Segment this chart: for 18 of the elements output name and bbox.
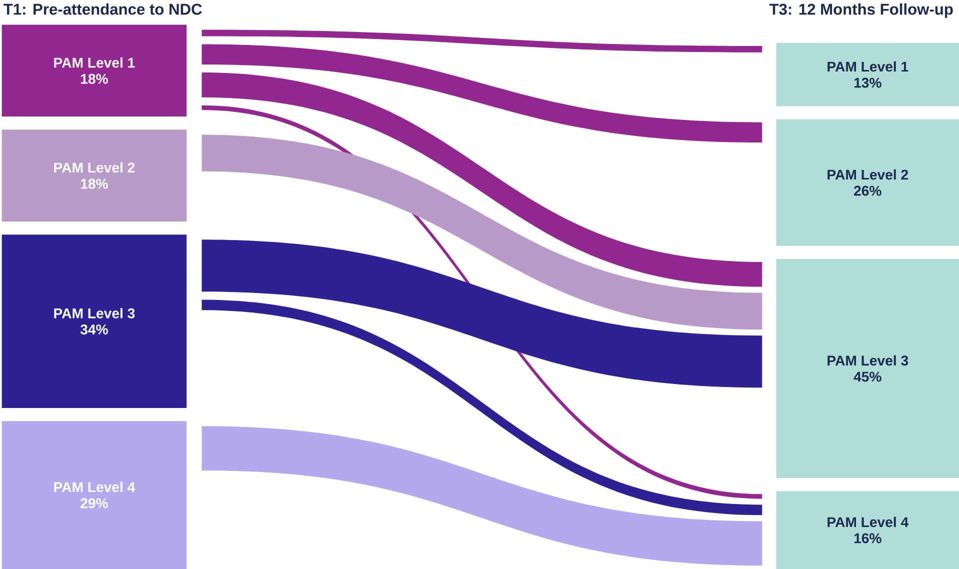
category-label: PAM Level 1 <box>828 61 908 72</box>
category-label: PAM Level 3 <box>828 355 908 366</box>
category-label: PAM Level 3 <box>54 308 135 318</box>
data-label: 13% <box>854 78 882 88</box>
category-label: PAM Level 2 <box>54 162 135 173</box>
data-label: 34% <box>80 324 108 335</box>
category-label: PAM Level 4 <box>54 482 136 492</box>
data-label: 18% <box>81 74 108 84</box>
data-label: 26% <box>854 186 882 196</box>
data-label: 18% <box>81 178 108 189</box>
series-label: T3: 12 Months Follow-up <box>769 3 953 18</box>
data-label: 45% <box>854 372 882 382</box>
category-label: PAM Level 4 <box>828 516 909 528</box>
series-label: T1: Pre-attendance to NDC <box>4 3 202 15</box>
category-label: PAM Level 1 <box>54 57 135 68</box>
data-label: 29% <box>80 498 108 508</box>
category-label: PAM Level 2 <box>828 169 908 180</box>
data-label: 16% <box>854 533 882 544</box>
